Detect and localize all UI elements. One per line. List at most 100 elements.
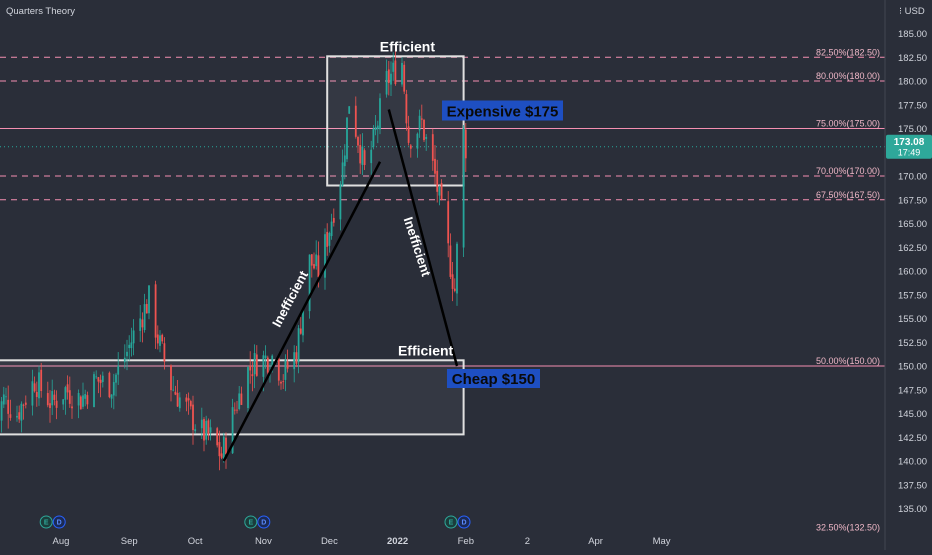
candle-body	[328, 232, 331, 246]
price-tick-label: 175.00	[898, 124, 927, 135]
candle	[209, 419, 212, 441]
candle	[216, 426, 219, 448]
candle-body	[240, 393, 243, 405]
candle	[326, 223, 329, 256]
time-tick-label: Nov	[255, 536, 272, 547]
candle-body	[370, 149, 373, 164]
candle	[79, 395, 82, 410]
fib-level-label: 75.00%(175.00)	[816, 119, 880, 129]
candle-body	[110, 394, 113, 399]
candle	[233, 402, 236, 415]
candle	[139, 305, 142, 342]
time-tick-label: 2022	[387, 536, 408, 547]
candle	[159, 330, 161, 353]
candle	[132, 319, 135, 356]
price-tag-value: 173.08	[894, 137, 925, 148]
candle-body	[174, 391, 177, 395]
candle	[464, 123, 467, 172]
candle-body	[225, 437, 227, 455]
cheap-label: Cheap $150	[447, 369, 540, 388]
earnings-icon[interactable]	[444, 515, 458, 529]
candle	[141, 312, 144, 343]
candle-body	[326, 231, 329, 247]
candle-body	[449, 245, 452, 277]
time-tick-label: Dec	[321, 536, 338, 547]
candle-body	[154, 284, 157, 338]
candle-body	[115, 374, 117, 383]
candle-body	[216, 428, 219, 446]
candle	[51, 379, 54, 416]
candle-body	[93, 374, 95, 408]
candle-body	[332, 217, 335, 223]
time-tick-label: Sep	[121, 536, 138, 547]
candle-body	[97, 377, 100, 382]
candles-layer	[0, 45, 467, 471]
earnings-icon[interactable]	[244, 515, 258, 529]
candle-body	[420, 118, 423, 120]
candle-body	[22, 404, 25, 406]
candle	[339, 181, 342, 231]
candle	[348, 106, 351, 115]
price-tag-countdown: 17:49	[898, 148, 921, 158]
event-badge-text: E	[44, 520, 49, 527]
cheap-label-text: Cheap $150	[452, 371, 535, 388]
candle	[33, 376, 36, 393]
candle-body	[139, 318, 142, 331]
price-axis[interactable]: 135.00 137.50 140.00 142.50 145.00 147.50 150.…	[898, 29, 927, 515]
candle	[112, 373, 115, 410]
time-axis[interactable]: Aug Sep Oct Nov Dec 2022 Feb 2 Apr May	[53, 536, 671, 547]
candle	[297, 325, 300, 374]
candle-body	[77, 393, 80, 406]
candle	[154, 280, 157, 349]
candle	[222, 432, 225, 463]
candle	[145, 299, 148, 314]
dividend-icon[interactable]	[52, 515, 66, 529]
candle	[341, 149, 344, 187]
candle	[357, 135, 359, 154]
candle	[178, 392, 181, 412]
price-tick-label: 145.00	[898, 409, 927, 420]
trend-line	[387, 109, 459, 367]
candle-body	[82, 395, 84, 407]
candle	[205, 415, 208, 445]
candle	[174, 385, 177, 396]
candle	[407, 115, 410, 146]
candle-body	[101, 375, 104, 383]
candle-body	[112, 382, 115, 396]
candle	[440, 179, 443, 201]
dividend-icon[interactable]	[457, 515, 471, 529]
candle	[385, 59, 388, 98]
candle-body	[46, 393, 49, 406]
candle	[293, 345, 296, 383]
currency-label[interactable]: ⁝ USD	[899, 6, 925, 17]
candle	[453, 278, 456, 293]
earnings-icon[interactable]	[39, 515, 53, 529]
trend-lines-layer	[222, 109, 459, 462]
candle	[82, 382, 84, 410]
candle	[409, 143, 412, 158]
candle	[315, 240, 318, 270]
candle-body	[266, 357, 269, 373]
fib-level-label: 50.00%(150.00)	[816, 356, 880, 366]
candle-body	[453, 288, 456, 291]
candle	[255, 345, 258, 377]
dividend-icon[interactable]	[257, 515, 271, 529]
candle-body	[418, 115, 421, 131]
candle-body	[264, 355, 267, 358]
candle	[249, 351, 252, 384]
candle-body	[434, 158, 436, 174]
candle-body	[392, 62, 395, 72]
price-tick-label: 162.50	[898, 243, 927, 254]
price-tick-label: 157.50	[898, 290, 927, 301]
price-tick-label: 155.00	[898, 314, 927, 325]
candle-body	[286, 361, 289, 369]
candle	[420, 104, 423, 128]
candle	[277, 356, 280, 386]
